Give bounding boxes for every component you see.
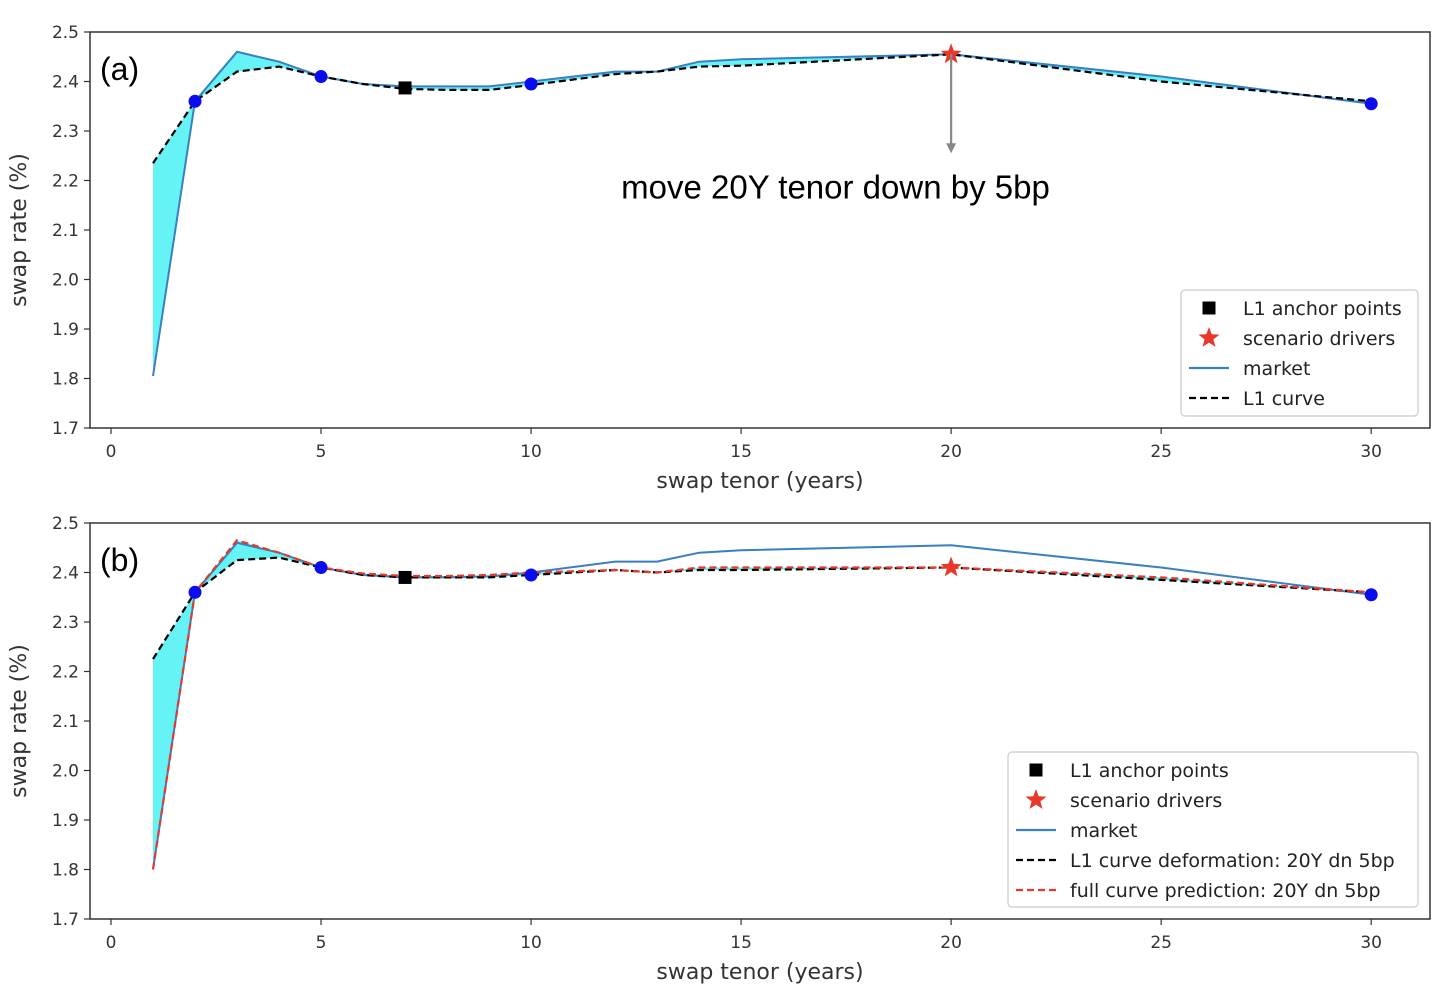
curve-point-marker <box>314 561 328 575</box>
anchor-point-marker <box>398 570 412 584</box>
legend-label: market <box>1243 358 1310 380</box>
y-tick-label: 2.3 <box>52 122 79 142</box>
x-tick-label: 30 <box>1360 933 1382 953</box>
curve-point-marker <box>1364 97 1378 111</box>
panel-label: (a) <box>100 51 139 87</box>
x-tick-label: 20 <box>940 933 962 953</box>
y-tick-label: 2.4 <box>52 73 79 93</box>
legend-label: market <box>1070 820 1137 842</box>
legend-label: scenario drivers <box>1070 790 1222 812</box>
series-line-market <box>152 50 1372 377</box>
x-axis-label: swap tenor (years) <box>656 469 863 494</box>
curve-point-marker <box>188 585 202 599</box>
y-tick-label: 2.4 <box>52 564 79 584</box>
anchor-point-marker <box>398 81 412 95</box>
y-tick-label: 2.1 <box>52 221 79 241</box>
series-line-full-curve-prediction-20y-dn-5bp <box>151 539 1372 870</box>
y-axis-label: swap rate (%) <box>7 153 32 307</box>
legend-box <box>1007 751 1419 908</box>
y-tick-label: 2.1 <box>52 712 79 732</box>
scenario-driver-marker <box>940 556 962 577</box>
panel-label: (b) <box>100 542 139 578</box>
y-tick-label: 2.0 <box>52 762 79 782</box>
curve-point-marker <box>188 94 202 108</box>
y-axis-label: swap rate (%) <box>7 644 32 798</box>
legend-label: L1 anchor points <box>1243 298 1402 320</box>
y-tick-label: 1.9 <box>52 320 79 340</box>
x-tick-label: 10 <box>520 442 542 462</box>
legend-label: L1 curve deformation: 20Y dn 5bp <box>1070 850 1395 872</box>
legend-anchor-symbol <box>1202 301 1216 315</box>
x-tick-label: 30 <box>1360 442 1382 462</box>
annotation-arrow-head <box>946 143 957 154</box>
x-tick-label: 20 <box>940 442 962 462</box>
legend-driver-symbol <box>1025 789 1047 809</box>
y-tick-label: 2.3 <box>52 613 79 633</box>
y-tick-label: 2.5 <box>52 23 79 43</box>
legend-label: scenario drivers <box>1243 328 1395 350</box>
annotation-text: move 20Y tenor down by 5bp <box>621 168 1050 205</box>
y-tick-label: 1.7 <box>52 419 79 439</box>
y-tick-label: 1.9 <box>52 811 79 831</box>
panel-a: move 20Y tenor down by 5bp 0 5 10 15 20 25 30 1.… <box>7 23 1431 494</box>
x-tick-label: 25 <box>1150 442 1172 462</box>
legend-box <box>1180 289 1419 417</box>
panel-b: 0 5 10 15 20 25 30 1.7 1.8 1.9 2.0 2.1 2.2 2.3 2.4 2.5 s… <box>7 514 1431 985</box>
curve-point-marker <box>1364 588 1378 602</box>
y-tick-label: 2.2 <box>52 663 79 683</box>
x-tick-label: 0 <box>106 442 117 462</box>
y-tick-label: 1.8 <box>52 370 79 390</box>
legend-label: L1 curve <box>1243 388 1325 410</box>
y-tick-label: 2.0 <box>52 271 79 291</box>
series-line-l1-curve <box>152 53 1372 164</box>
x-tick-label: 0 <box>106 933 117 953</box>
y-tick-label: 2.5 <box>52 514 79 534</box>
legend: L1 anchor points scenario drivers market L1… <box>1180 289 1419 417</box>
x-tick-label: 10 <box>520 933 542 953</box>
curve-point-marker <box>524 568 538 582</box>
x-tick-label: 15 <box>730 442 752 462</box>
x-tick-label: 25 <box>1150 933 1172 953</box>
y-tick-label: 1.7 <box>52 910 79 930</box>
y-tick-label: 1.8 <box>52 861 79 881</box>
legend-driver-symbol <box>1198 327 1220 347</box>
x-tick-label: 5 <box>316 933 327 953</box>
x-tick-label: 15 <box>730 933 752 953</box>
curve-point-marker <box>314 70 328 84</box>
legend-label: full curve prediction: 20Y dn 5bp <box>1070 880 1381 902</box>
x-axis-label: swap tenor (years) <box>656 960 863 985</box>
y-tick-label: 2.2 <box>52 172 79 192</box>
scenario-driver-marker <box>940 43 962 64</box>
x-tick-label: 5 <box>316 442 327 462</box>
series-line-l1-curve-deformation-20y-dn-5bp <box>152 556 1372 660</box>
legend-label: L1 anchor points <box>1070 760 1229 782</box>
legend-anchor-symbol <box>1029 763 1043 777</box>
legend: L1 anchor points scenario drivers market L1… <box>1007 751 1419 908</box>
curve-point-marker <box>524 77 538 91</box>
